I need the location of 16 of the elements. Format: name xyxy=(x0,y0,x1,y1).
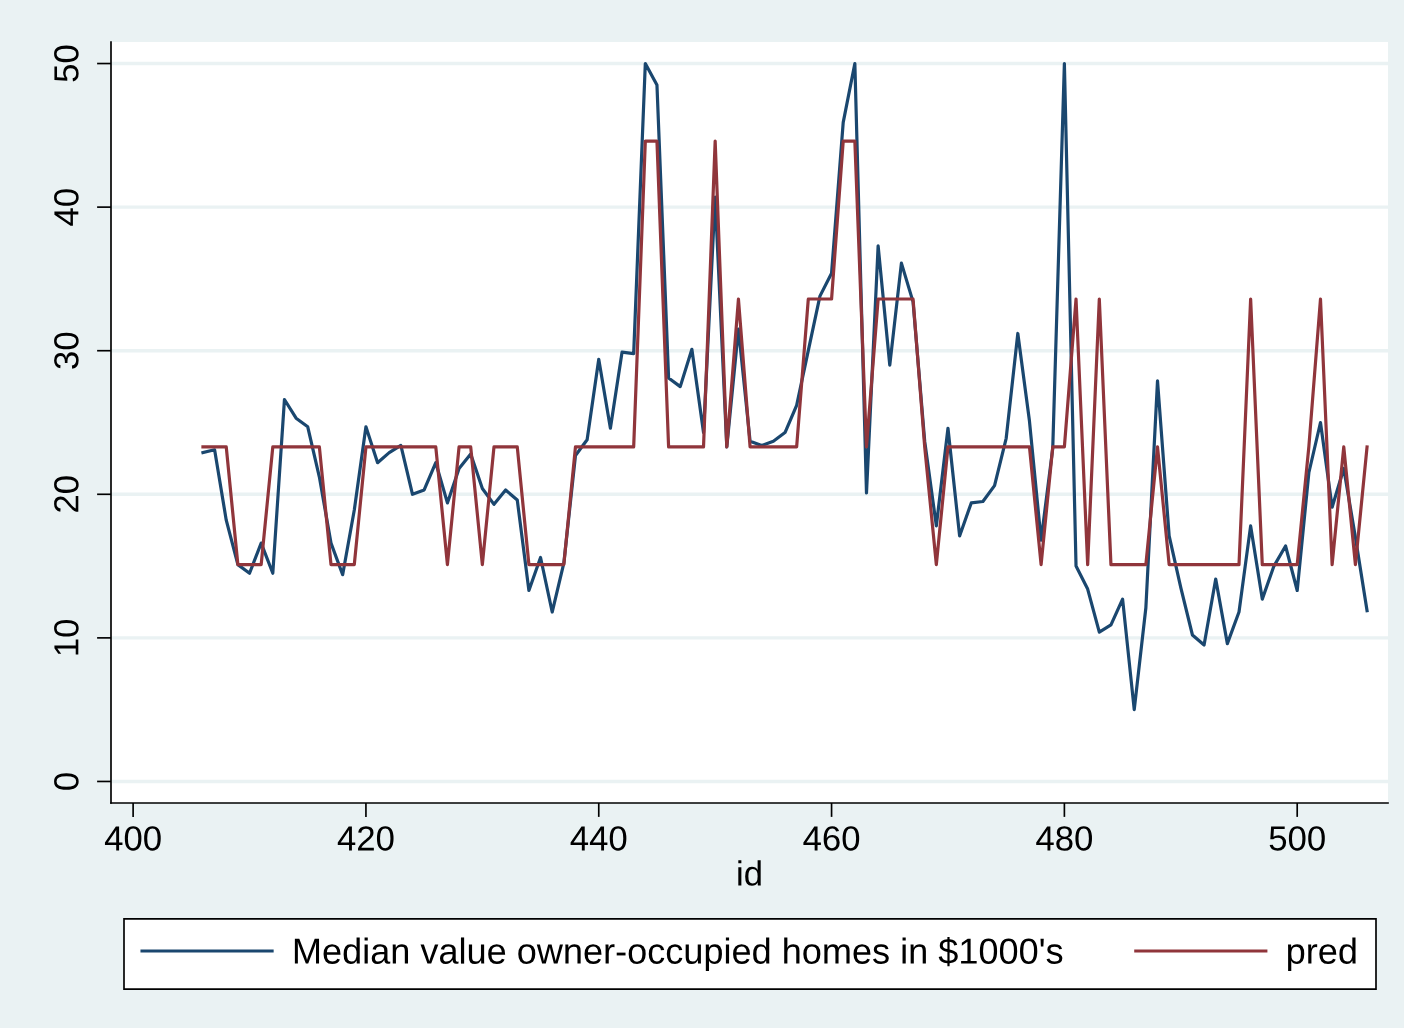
x-tick-label: 420 xyxy=(337,826,394,851)
x-tick-label: 460 xyxy=(803,826,860,851)
x-tick-label: 440 xyxy=(570,826,627,851)
legend-label: pred xyxy=(1288,937,1356,972)
y-tick-label: 0 xyxy=(54,773,79,790)
y-tick-label: 50 xyxy=(54,45,79,82)
x-tick-label: 480 xyxy=(1036,826,1092,851)
x-axis-title: id xyxy=(738,860,761,886)
y-tick-label: 40 xyxy=(54,189,79,226)
x-tick-label: 500 xyxy=(1269,826,1325,851)
legend-label: Median value owner-occupied homes in $1000's xyxy=(294,936,1063,972)
y-tick-label: 30 xyxy=(54,332,79,369)
y-tick-label: 20 xyxy=(54,476,79,512)
y-tick-label: 10 xyxy=(54,619,79,655)
line-series xyxy=(201,139,1369,567)
x-tick-label: 400 xyxy=(104,826,161,851)
